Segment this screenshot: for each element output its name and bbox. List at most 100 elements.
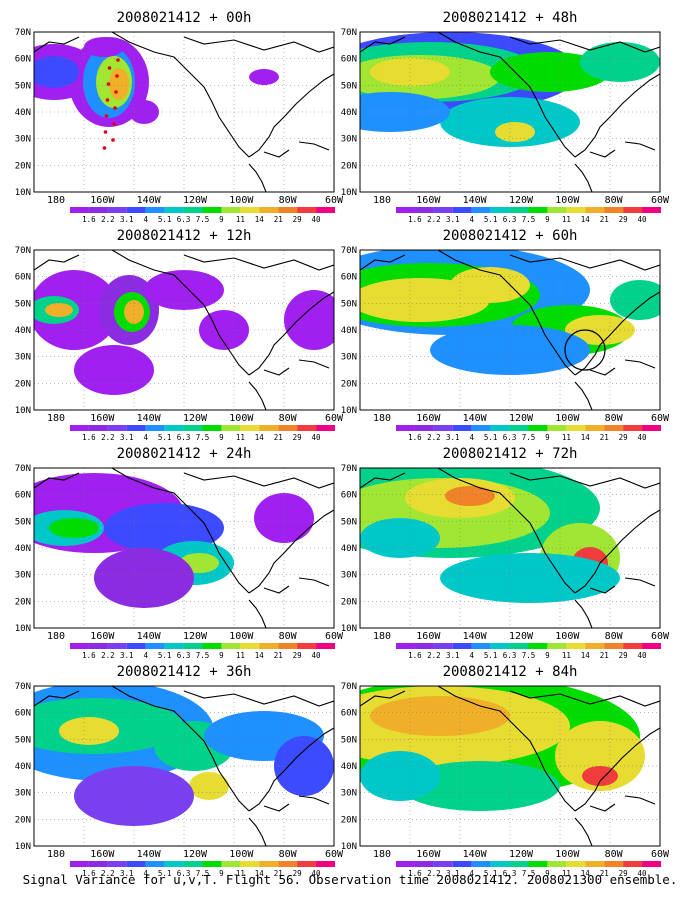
colorbar-swatch: [316, 861, 335, 867]
colorbar-label: 21: [274, 651, 283, 660]
colorbar-swatch: [414, 643, 434, 649]
lon-tick-label: 180: [47, 631, 65, 642]
lon-tick-label: 100W: [555, 631, 580, 642]
colorbar-label: 5.1: [484, 215, 498, 224]
observation-point: [104, 114, 109, 118]
colorbar-swatch: [221, 425, 241, 431]
panel-title: 2008021412 + 60h: [442, 228, 578, 244]
colorbar-swatch: [471, 207, 491, 213]
colorbar-label: 3.1: [446, 651, 460, 660]
coastline: [263, 149, 290, 158]
colorbar-label: 6.3: [503, 433, 517, 442]
lon-tick-label: 180: [47, 413, 65, 424]
field-contour: [254, 493, 314, 543]
colorbar-swatch: [433, 643, 453, 649]
colorbar-label: 2.2: [427, 215, 441, 224]
colorbar-label: 14: [255, 433, 265, 442]
lat-tick-label: 30N: [341, 135, 357, 145]
coastline: [360, 254, 406, 271]
coastline: [509, 254, 660, 271]
lat-tick-label: 60N: [341, 55, 357, 65]
colorbar-label: 1.6: [408, 433, 422, 442]
colorbar-swatch: [221, 643, 241, 649]
lon-tick-label: 120W: [509, 849, 534, 860]
colorbar-label: 29: [293, 651, 302, 660]
colorbar-label: 9: [545, 869, 550, 878]
colorbar-swatch: [107, 643, 127, 649]
colorbar-swatch: [547, 861, 567, 867]
coastline: [34, 472, 80, 489]
field-contour: [495, 122, 535, 142]
colorbar-swatch: [297, 425, 317, 431]
colorbar-swatch: [396, 861, 415, 867]
coastline: [589, 585, 616, 594]
map-frame: [359, 249, 661, 411]
lat-tick-label: 10N: [341, 842, 357, 852]
field-contour: [45, 303, 73, 317]
colorbar-swatch: [183, 425, 203, 431]
colorbar-swatch: [528, 425, 548, 431]
lon-tick-label: 120W: [509, 195, 534, 206]
colorbar-swatch: [604, 207, 624, 213]
colorbar-swatch: [604, 861, 624, 867]
coastline: [624, 795, 656, 805]
colorbar-swatch: [259, 861, 279, 867]
colorbar-swatch: [490, 643, 510, 649]
coastline: [574, 291, 660, 376]
colorbar-swatch: [202, 861, 222, 867]
lon-tick-label: 120W: [183, 195, 208, 206]
colorbar-swatch: [278, 643, 298, 649]
lat-tick-label: 10N: [15, 406, 31, 416]
lat-tick-label: 40N: [15, 326, 31, 336]
colorbar-swatch: [145, 643, 165, 649]
colorbar-swatch: [547, 643, 567, 649]
colorbar-label: 9: [219, 215, 224, 224]
lat-tick-label: 70N: [341, 28, 357, 38]
lon-tick-label: 180: [47, 849, 65, 860]
colorbar-label: 29: [293, 215, 302, 224]
variance-map: 70N 60N 50N 40N 30N 20N 10N 180 160W 140W 120W 100W…: [15, 246, 344, 424]
lat-tick-label: 30N: [341, 571, 357, 581]
panel-60h: 2008021412 + 60h 70N 60N 50N 40N 30N 20N 10N 18…: [341, 228, 670, 443]
coastline: [263, 803, 290, 812]
panel-title: 2008021412 + 48h: [442, 10, 578, 26]
coastline: [248, 291, 334, 376]
colorbar-swatch: [164, 207, 184, 213]
colorbar-swatch: [623, 425, 643, 431]
colorbar-label: 9: [545, 433, 550, 442]
colorbar-label: 4: [469, 651, 474, 660]
observation-point: [106, 82, 111, 86]
observation-point: [107, 66, 112, 70]
coastline: [574, 509, 660, 594]
lon-tick-label: 160W: [416, 413, 441, 424]
lon-tick-label: 60W: [325, 195, 344, 206]
observation-point: [102, 146, 107, 150]
colorbar-label: 29: [619, 869, 628, 878]
coastline: [34, 690, 80, 707]
colorbar-label: 40: [312, 433, 322, 442]
field-contour: [94, 548, 194, 608]
colorbar-label: 6.3: [177, 869, 191, 878]
colorbar-label: 14: [255, 869, 265, 878]
variance-map: 70N 60N 50N 40N 30N 20N 10N 180 160W 140W 120W 100W…: [15, 464, 344, 642]
colorbar-label: 1.6: [408, 651, 422, 660]
lon-tick-label: 180: [47, 195, 65, 206]
lat-tick-label: 30N: [15, 789, 31, 799]
coastline: [360, 690, 406, 707]
colorbar-swatch: [585, 643, 605, 649]
colorbar-label: 14: [581, 651, 591, 660]
lon-tick-label: 80W: [279, 849, 298, 860]
colorbar-swatch: [278, 861, 298, 867]
colorbar-label: 21: [600, 433, 609, 442]
field-contour: [360, 751, 440, 801]
field-contour: [274, 736, 334, 796]
coastline: [509, 36, 660, 53]
coastline: [248, 381, 267, 410]
colorbar-swatch: [70, 207, 89, 213]
coastline: [589, 149, 616, 158]
colorbar-label: 5.1: [158, 651, 172, 660]
colorbar-swatch: [452, 425, 472, 431]
lat-tick-label: 50N: [15, 735, 31, 745]
colorbar-label: 14: [255, 651, 265, 660]
colorbar-swatch: [70, 425, 89, 431]
